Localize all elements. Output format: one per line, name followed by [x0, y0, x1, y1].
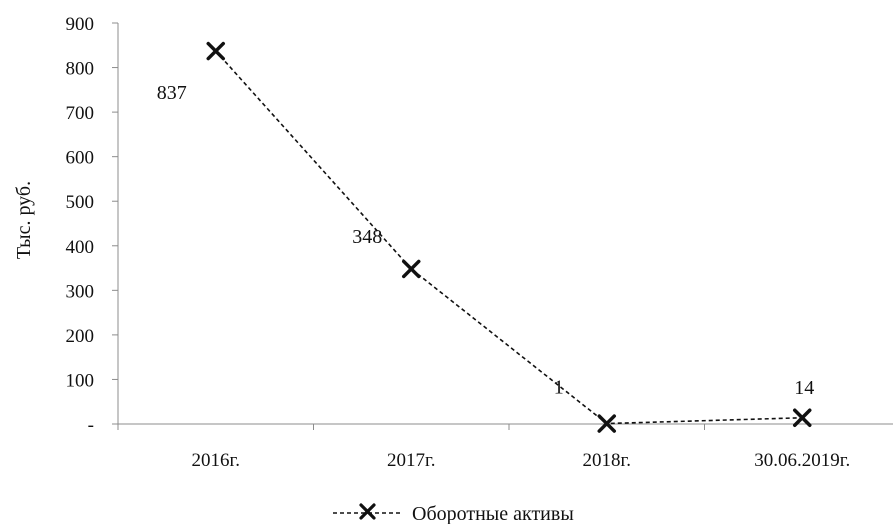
y-tick-label: 500	[66, 192, 95, 213]
y-tick-label: 400	[66, 237, 95, 258]
y-tick-label: 200	[66, 326, 95, 347]
data-label: 348	[352, 226, 382, 248]
legend: Оборотные активы	[333, 503, 574, 525]
y-tick-label: 900	[66, 14, 95, 35]
data-label: 14	[794, 377, 814, 399]
data-labels: 837 348 1 14	[157, 82, 815, 399]
y-tick-label: 600	[66, 148, 95, 169]
legend-marker-x-icon	[359, 503, 376, 520]
y-tick-label: -	[88, 415, 94, 436]
data-point-marker	[402, 259, 421, 279]
y-tick-label: 100	[66, 370, 95, 391]
x-tick-label: 2018г.	[583, 450, 631, 471]
series-line	[215, 50, 803, 425]
data-point-marker	[206, 41, 225, 61]
data-label: 837	[157, 82, 187, 104]
legend-label: Оборотные активы	[412, 503, 574, 524]
data-point-marker	[597, 414, 616, 433]
y-tick-label: 700	[66, 103, 95, 124]
y-axis-title: Тыс. руб.	[13, 181, 35, 259]
x-tick-label: 30.06.2019г.	[754, 450, 850, 471]
x-tick-label: 2016г.	[192, 450, 240, 471]
data-point-marker	[793, 408, 812, 428]
x-tick-label: 2017г.	[387, 450, 435, 471]
y-tick-label: 800	[66, 59, 95, 80]
series-layer	[206, 41, 812, 433]
data-label: 1	[554, 377, 564, 399]
y-tick-label: 300	[66, 281, 95, 302]
y-axis: - 100 200 300 400 500 600 700 800 900	[66, 14, 119, 436]
x-axis: 2016г. 2017г. 2018г. 30.06.2019г.	[117, 423, 893, 471]
